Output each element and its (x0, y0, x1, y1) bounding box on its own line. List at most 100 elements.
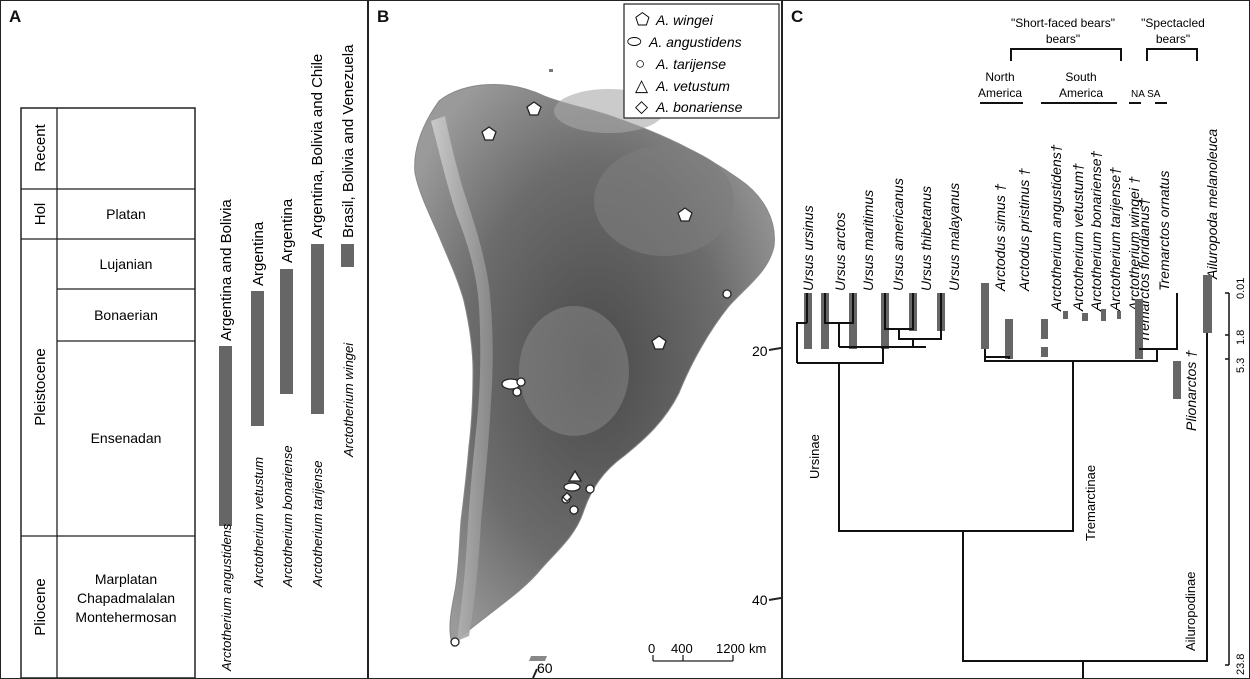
stratigraphy-table (20, 107, 196, 678)
taxon-arctotherium-tarijense: Arctotherium tarijense† (1107, 167, 1123, 312)
label-spectacled: "Spectacled (1141, 16, 1205, 30)
legend-symbol-bonariense: ◇ (635, 97, 649, 116)
south-america-map: ⬠ A. wingei ⬭ A. angustidens ○ A. tarije… (414, 3, 781, 678)
epoch-recent: Recent (32, 123, 49, 171)
taxon-arctodus-pristinus: Arctodus pristinus † (1016, 168, 1032, 292)
legend-label-bonariense: A. bonariense (655, 99, 743, 115)
label-bears-2: bears" (1156, 32, 1190, 46)
panel-a-label: A (9, 7, 22, 26)
taxon-ursus-americanus: Ursus americanus (890, 178, 906, 291)
time-0.01: 0.01 (1235, 278, 1247, 299)
marker-vetustum (567, 469, 583, 482)
marker-tarijense (450, 637, 460, 647)
marker-tarijense (722, 289, 732, 299)
panel-a: A Recent Hol Pleistocene Pliocene Platan… (0, 0, 368, 679)
range-arctotherium-angustidens (1041, 319, 1048, 339)
marker-wingei (677, 207, 693, 222)
label-na-sa: NA SA (1131, 89, 1161, 100)
taxon-arctotherium-wingei: Arctotherium wingei † (1126, 176, 1142, 312)
range-arctotherium-vetustum (1063, 311, 1068, 319)
taxon-ailuropoda: Ailuropoda melanoleuca (1204, 129, 1220, 280)
range-plionarctos (1173, 361, 1181, 399)
range-bar-wingei (341, 244, 354, 267)
region-bonariense: Argentina (279, 198, 296, 263)
panel-b-label: B (377, 7, 390, 26)
phylogeny-tree: "Short-faced bears" bears" "Spectacled b… (796, 16, 1247, 678)
label-north-america-2: America (978, 86, 1022, 100)
taxon-arctodus-simus: Arctodus simus † (992, 183, 1008, 292)
legend-label-tarijense: A. tarijense (655, 56, 726, 72)
lat-label-40: 40 (752, 592, 768, 608)
legend-label-angustidens: A. angustidens (648, 34, 742, 50)
epoch-holocene: Hol (32, 203, 49, 226)
marker-bonariense (561, 491, 573, 503)
label-south-america-2: America (1059, 86, 1103, 100)
label-short-faced: "Short-faced bears" (1011, 16, 1115, 30)
range-arctodus-simus (981, 283, 989, 349)
time-1.8: 1.8 (1235, 330, 1247, 345)
scale-label-km: km (749, 641, 766, 656)
range-arctotherium-tarijense (1101, 309, 1106, 321)
andes-strip (431, 116, 493, 641)
species-wingei: Arctotherium wingei (341, 342, 356, 458)
region-tarijense: Argentina, Bolivia and Chile (309, 54, 326, 238)
scale-label-1200: 1200 (716, 641, 745, 656)
taxon-ursus-malayanus: Ursus malayanus (946, 183, 962, 291)
marker-tarijense (585, 484, 595, 494)
stage-lujanian: Lujanian (100, 256, 153, 272)
panel-b: ⬠ A. wingei ⬭ A. angustidens ○ A. tarije… (368, 0, 782, 679)
panel-c-label: C (791, 7, 804, 26)
lat-label-20: 20 (752, 343, 768, 359)
label-south-america: South (1065, 70, 1096, 84)
time-5.3: 5.3 (1235, 358, 1247, 373)
epoch-pliocene: Pliocene (32, 578, 49, 636)
marker-wingei (651, 335, 667, 350)
region-angustidens: Argentina and Bolivia (218, 199, 235, 341)
legend-label-wingei: A. wingei (655, 12, 714, 28)
stratigraphy-chart: Recent Hol Pleistocene Pliocene Platan L… (20, 44, 357, 678)
stage-marplatan: Marplatan (95, 571, 157, 587)
marker-tarijense (516, 377, 526, 387)
range-arctotherium-wingei (1117, 311, 1121, 319)
panel-c: C "Short-faced bears" bears" "Spectacled… (782, 0, 1250, 679)
range-ailuropoda (1203, 275, 1212, 333)
map-legend (623, 3, 780, 119)
range-bar-tarijense (311, 244, 324, 414)
marker-tarijense (512, 387, 522, 397)
range-bar-bonariense (280, 269, 293, 394)
taxon-ursus-maritimus: Ursus maritimus (860, 190, 876, 291)
stage-montehermosan: Montehermosan (75, 609, 176, 625)
legend-symbol-vetustum: △ (635, 76, 649, 95)
legend-symbol-wingei: ⬠ (635, 10, 650, 29)
species-tarijense: Arctotherium tarijense (310, 461, 325, 588)
clade-tremarctinae: Tremarctinae (1083, 465, 1098, 541)
stage-bonaerian: Bonaerian (94, 307, 158, 323)
legend-label-vetustum: A. vetustum (655, 78, 730, 94)
taxon-tremarctos-ornatus: Tremarctos ornatus (1156, 171, 1172, 291)
species-angustidens: Arctotherium angustidens (219, 523, 234, 672)
legend-symbol-tarijense: ○ (635, 54, 645, 73)
scale-label-0: 0 (648, 641, 655, 656)
taxon-arctotherium-bonariense: Arctotherium bonariense† (1088, 150, 1104, 312)
scale-label-400: 400 (671, 641, 693, 656)
legend-symbol-angustidens: ⬭ (627, 32, 642, 51)
range-arctodus-pristinus (1005, 319, 1013, 359)
stage-chapadmalalan: Chapadmalalan (77, 590, 175, 606)
marker-angustidens (563, 482, 581, 492)
taxon-plionarctos: Plionarctos † (1183, 350, 1199, 431)
species-vetustum: Arctotherium vetustum (251, 457, 266, 588)
taxon-ursus-thibetanus: Ursus thibetanus (918, 186, 934, 291)
range-bar-vetustum (251, 291, 264, 426)
label-bears-1: bears" (1046, 32, 1080, 46)
range-bar-angustidens (219, 346, 232, 526)
lat-label-60: 60 (537, 660, 553, 676)
marker-tarijense (569, 505, 579, 515)
epoch-pleistocene: Pleistocene (32, 348, 49, 426)
region-vetustum: Argentina (250, 221, 267, 286)
range-arctotherium-bonariense (1082, 313, 1088, 321)
taxon-ursus-arctos: Ursus arctos (832, 212, 848, 291)
time-23.8: 23.8 (1235, 654, 1247, 675)
taxon-ursus-ursinus: Ursus ursinus (800, 205, 816, 291)
marker-wingei (481, 126, 497, 141)
stage-platan: Platan (106, 206, 146, 222)
